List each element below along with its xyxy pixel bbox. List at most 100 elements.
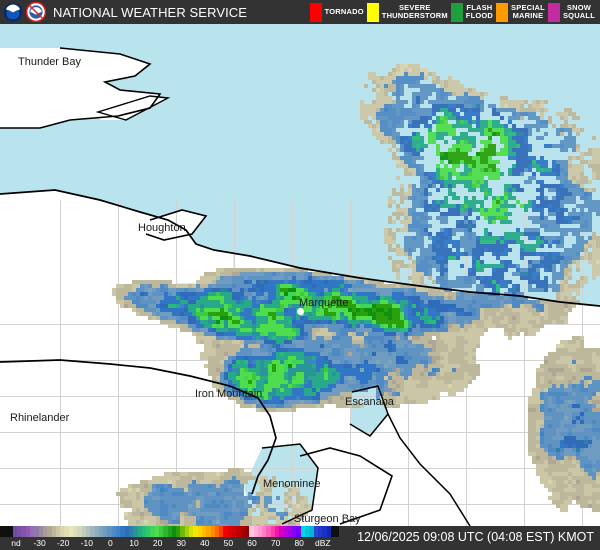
city-marker-dot (297, 308, 304, 315)
scale-color-cell (206, 526, 211, 537)
footer-bar: nd -30 -20 -10 0 10 20 30 40 50 60 70 80 dBZ 12/06/20… (0, 526, 600, 550)
scale-color-cell (55, 526, 61, 537)
scale-color-cell (296, 526, 301, 537)
scale-color-cell (4, 526, 9, 537)
scale-color-cell (17, 526, 22, 537)
scale-tick-label: -20 (57, 538, 70, 548)
scale-color-cell (249, 526, 254, 537)
boundary-line (349, 385, 389, 437)
scale-color-cell (154, 526, 159, 537)
scale-color-cell (163, 526, 168, 537)
scale-color-cell (223, 526, 228, 537)
scale-color-cell (77, 526, 82, 537)
scale-color-cell (180, 526, 185, 537)
scale-color-cell (38, 526, 43, 537)
alert-legend-item[interactable]: SPECIAL MARINE (496, 0, 545, 24)
alert-color-swatch (547, 2, 560, 22)
scale-color-cell (85, 526, 91, 537)
reflectivity-scale-ticks: nd -30 -20 -10 0 10 20 30 40 50 60 70 80 dBZ (0, 537, 340, 550)
scale-color-cell (30, 526, 35, 537)
scale-color-cell (317, 526, 323, 537)
boundary-line (95, 95, 171, 121)
scale-color-cell (292, 526, 297, 537)
scale-color-cell (51, 526, 56, 537)
boundary-line (0, 189, 600, 307)
alert-legend-item[interactable]: SNOW SQUALL (547, 0, 595, 24)
scale-color-cell (146, 526, 151, 537)
scale-color-cell (25, 526, 31, 537)
scale-color-cell (262, 526, 267, 537)
scale-color-cell (124, 526, 129, 537)
scale-tick-label: 10 (129, 538, 139, 548)
scale-color-cell (120, 526, 125, 537)
scale-color-cell (81, 526, 86, 537)
scale-color-cell (270, 526, 275, 537)
scale-color-cell (68, 526, 74, 537)
scale-color-cell (236, 526, 241, 537)
scale-color-cell (107, 526, 112, 537)
radar-map[interactable]: Thunder Bay Houghton Marquette Iron Mountai… (0, 24, 600, 526)
scale-tick-label: 70 (270, 538, 281, 548)
nws-logo-icon[interactable] (26, 2, 46, 22)
scale-color-cell (116, 526, 121, 537)
scale-color-cell (253, 526, 258, 537)
scale-color-cell (47, 526, 52, 537)
scale-color-cell (21, 526, 26, 537)
boundary-line (387, 413, 471, 526)
page-title: NATIONAL WEATHER SERVICE (53, 4, 248, 20)
boundary-line (299, 447, 393, 525)
scale-color-cell (150, 526, 155, 537)
scale-color-cell (322, 526, 327, 537)
scale-color-cell (210, 526, 215, 537)
scale-color-cell (12, 526, 18, 537)
alert-legend-label: SEVERE THUNDERSTORM (381, 2, 448, 20)
scale-tick-label: 30 (176, 538, 186, 548)
scale-color-cell (128, 526, 134, 537)
scale-color-cell (279, 526, 284, 537)
scale-color-cell (137, 526, 142, 537)
scale-tick-label: nd (11, 538, 21, 548)
header-bar: NATIONAL WEATHER SERVICE TORNADO SEVERE T… (0, 0, 600, 24)
reflectivity-color-scale (0, 526, 340, 537)
scale-color-cell (227, 526, 233, 537)
scale-tick-label: -30 (33, 538, 46, 548)
scale-color-cell (193, 526, 198, 537)
scale-color-cell (189, 526, 194, 537)
scale-color-cell (214, 526, 220, 537)
scale-color-cell (219, 526, 224, 537)
alert-legend: TORNADO SEVERE THUNDERSTORM FLASH FLOOD SPE… (309, 0, 600, 24)
scale-color-cell (171, 526, 177, 537)
scale-color-cell (98, 526, 104, 537)
alert-legend-item[interactable]: FLASH FLOOD (450, 0, 494, 24)
scale-color-cell (326, 526, 331, 537)
scale-color-cell (305, 526, 310, 537)
scale-color-cell (232, 526, 237, 537)
alert-legend-label: FLASH FLOOD (465, 2, 494, 20)
scale-color-cell (240, 526, 245, 537)
scale-color-cell (111, 526, 117, 537)
alert-legend-item[interactable]: SEVERE THUNDERSTORM (366, 0, 448, 24)
scale-color-cell (313, 526, 318, 537)
scale-color-cell (197, 526, 202, 537)
scale-color-cell (94, 526, 99, 537)
scale-color-cell (34, 526, 39, 537)
scale-color-cell (244, 526, 250, 537)
alert-legend-label: SPECIAL MARINE (511, 2, 545, 20)
scale-color-cell (201, 526, 207, 537)
alert-legend-label: SNOW SQUALL (562, 2, 595, 20)
scale-color-cell (330, 526, 336, 537)
boundary-line (0, 47, 162, 129)
scale-tick-label: -10 (80, 538, 93, 548)
boundary-line (261, 443, 319, 525)
scale-color-cell (309, 526, 314, 537)
alert-legend-item[interactable]: TORNADO (309, 0, 364, 24)
alert-color-swatch (366, 2, 379, 22)
scale-color-cell (335, 526, 340, 537)
scale-color-cell (283, 526, 288, 537)
alert-color-swatch (496, 2, 509, 22)
noaa-logo-icon[interactable] (3, 2, 23, 22)
map-boundaries-layer (0, 47, 600, 526)
scale-color-cell (176, 526, 181, 537)
scale-color-cell (158, 526, 164, 537)
